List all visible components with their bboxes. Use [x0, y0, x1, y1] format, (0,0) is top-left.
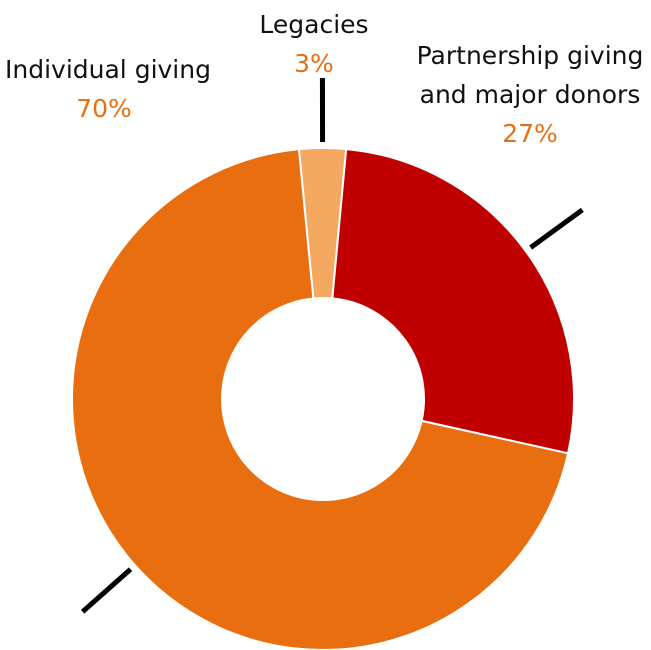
slice-partnership-giving-and-major-donors	[331, 147, 575, 455]
slice-individual-giving	[71, 148, 570, 650]
leader-line-partnership-giving-and-major-donors	[529, 207, 584, 250]
slice-value-legacies: 3%	[294, 49, 334, 78]
slices-group	[71, 147, 575, 650]
slice-value-partnership: 27%	[502, 119, 558, 148]
slice-label-legacies: Legacies	[259, 10, 368, 39]
leader-lines-group	[80, 77, 584, 614]
slice-label-individual: Individual giving	[5, 55, 211, 84]
leader-line-individual-giving	[80, 567, 133, 614]
slice-label-partnership-line1: Partnership giving	[417, 41, 644, 70]
slice-label-partnership-line2: and major donors	[420, 80, 641, 109]
slice-value-individual: 70%	[76, 94, 132, 123]
